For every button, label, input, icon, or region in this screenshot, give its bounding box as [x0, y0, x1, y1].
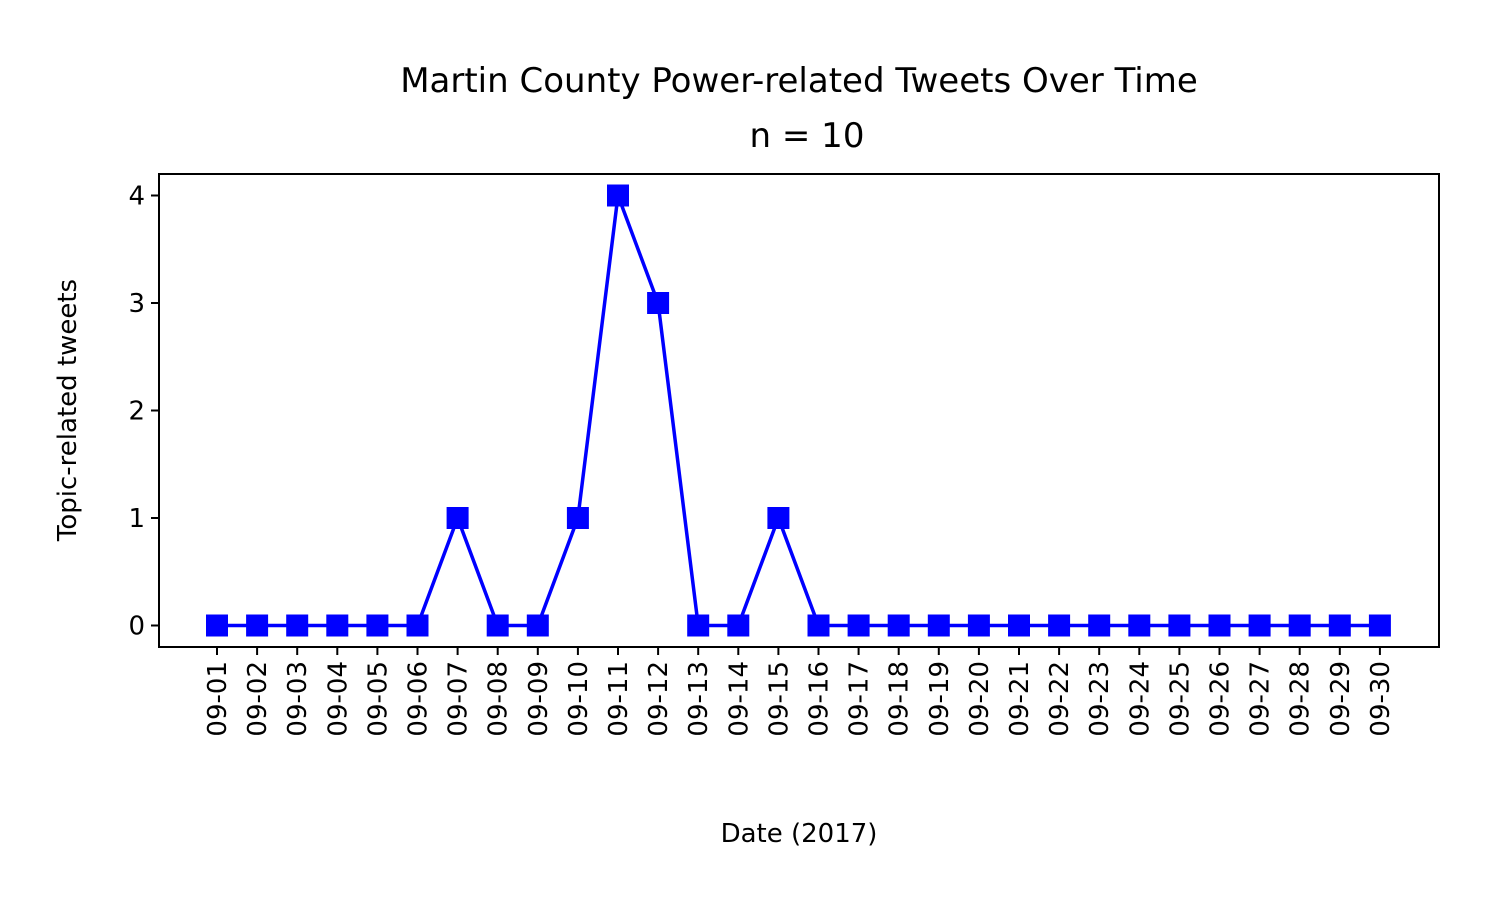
data-point: [727, 614, 750, 637]
x-tick-label: 09-12: [644, 661, 674, 737]
chart-subtitle: n = 10: [750, 116, 865, 156]
data-point: [1168, 614, 1191, 637]
y-tick-label: 1: [128, 504, 145, 534]
data-point: [927, 614, 950, 637]
data-point: [887, 614, 910, 637]
series-line: [217, 193, 1380, 628]
x-tick-label: 09-20: [965, 661, 995, 737]
x-tick-label: 09-21: [1005, 661, 1035, 737]
data-point: [486, 614, 509, 637]
y-tick-label: 0: [128, 612, 145, 642]
data-point: [1328, 614, 1351, 637]
x-tick-label: 09-17: [845, 661, 875, 737]
data-point: [1008, 614, 1030, 637]
x-tick-label: 09-06: [404, 661, 434, 737]
data-point: [1368, 614, 1391, 637]
x-tick-label: 09-11: [604, 661, 634, 737]
data-point: [767, 507, 790, 529]
x-tick-label: 09-24: [1125, 661, 1155, 737]
x-tick-label: 09-14: [724, 661, 754, 737]
data-point: [366, 614, 389, 637]
data-point: [286, 614, 309, 637]
data-point: [847, 614, 870, 637]
data-point: [566, 507, 589, 529]
x-tick-label: 09-23: [1085, 661, 1115, 737]
data-point: [446, 507, 469, 529]
x-tick-label: 09-18: [885, 661, 915, 737]
x-tick-label: 09-30: [1366, 661, 1396, 737]
data-point: [1248, 614, 1271, 637]
data-point: [1288, 614, 1311, 637]
x-tick-label: 09-28: [1286, 661, 1316, 737]
x-axis-label: Date (2017): [721, 819, 878, 849]
x-tick-label: 09-10: [564, 661, 594, 737]
data-point: [967, 614, 990, 637]
data-point: [687, 614, 710, 637]
data-point: [1208, 614, 1231, 637]
x-tick-label: 09-19: [925, 661, 955, 737]
data-point: [1088, 614, 1111, 637]
data-point: [1048, 614, 1071, 637]
x-tick-label: 09-03: [283, 661, 313, 737]
x-tick-label: 09-08: [484, 661, 514, 737]
plot-area: 0 1 2 3 4 09-01 09-02 09-03 09-04 09-05 09-06 09-07…: [128, 182, 1395, 737]
x-tick-label: 09-09: [524, 661, 554, 737]
y-axis-label: Topic-related tweets: [53, 279, 83, 542]
x-tick-label: 09-16: [805, 661, 835, 737]
chart-title: Martin County Power-related Tweets Over …: [400, 61, 1198, 101]
y-tick-label: 2: [128, 397, 145, 427]
x-tick-label: 09-04: [323, 661, 353, 737]
data-point: [647, 292, 670, 314]
x-tick-label: 09-07: [444, 661, 474, 737]
x-tick-label: 09-01: [203, 661, 233, 737]
y-tick-label: 3: [128, 289, 145, 319]
data-point: [1128, 614, 1151, 637]
x-tick-label: 09-26: [1206, 661, 1236, 737]
data-point: [406, 614, 429, 637]
data-point: [807, 614, 830, 637]
x-tick-label: 09-29: [1326, 661, 1356, 737]
data-point: [246, 614, 269, 637]
data-point: [607, 184, 629, 207]
data-point: [526, 614, 549, 637]
y-tick-label: 4: [128, 182, 145, 212]
x-tick-label: 09-22: [1045, 661, 1075, 737]
data-point: [326, 614, 349, 637]
x-tick-label: 09-15: [764, 661, 794, 737]
x-tick-label: 09-05: [363, 661, 393, 737]
x-tick-label: 09-02: [243, 661, 273, 737]
x-tick-label: 09-27: [1246, 661, 1276, 737]
x-tick-label: 09-13: [684, 661, 714, 737]
data-point: [206, 614, 228, 637]
x-tick-label: 09-25: [1165, 661, 1195, 737]
plot-frame: [158, 173, 1440, 648]
